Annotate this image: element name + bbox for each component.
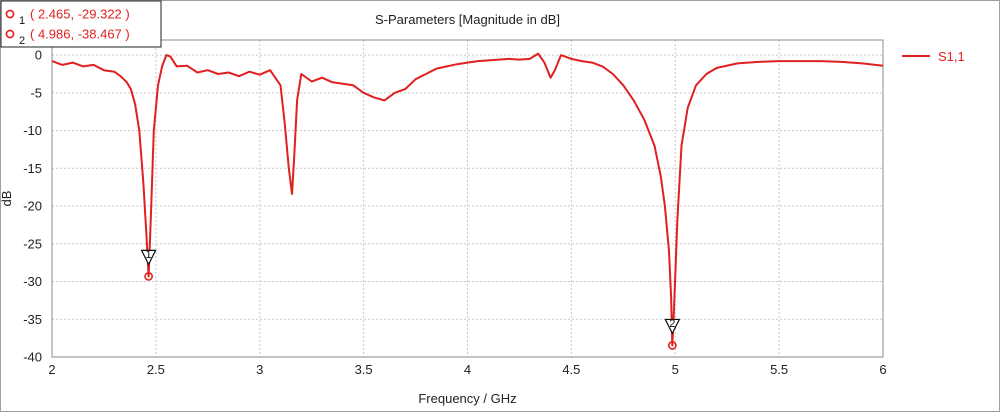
plot-area [51,39,884,358]
marker-point-2[interactable] [667,341,677,350]
legend[interactable]: S1,1 [902,49,965,64]
marker-number-1: 1 [146,249,152,261]
y-axis-label: dB [0,191,14,207]
marker-readout-box: 1 ( 2.465, -29.322 ) 2 ( 4.986, -38.467 ) [0,0,162,48]
x-tick-label: 4.5 [562,362,580,377]
legend-label-s11: S1,1 [938,49,965,64]
y-tick-label: -10 [23,123,42,138]
x-tick-label: 3 [256,362,263,377]
chart-title: S-Parameters [Magnitude in dB] [375,12,560,27]
x-tick-label: 5.5 [770,362,788,377]
axis-ticks: 2 2.5 3 3.5 4 4.5 5 5.5 6 0 -5 -10 -15 -20 -25 -30 -35 -4… [23,48,886,377]
marker-point-1[interactable] [144,272,154,281]
y-tick-label: -25 [23,236,42,251]
readout-value-1: ( 2.465, -29.322 ) [30,7,130,22]
x-axis-label: Frequency / GHz [418,391,516,406]
readout-marker-number-2: 2 [19,35,25,47]
grid [52,40,883,357]
readout-marker-number-1: 1 [19,15,25,27]
x-tick-label: 5 [672,362,679,377]
x-tick-label: 3.5 [355,362,373,377]
y-tick-label: -15 [23,161,42,176]
y-tick-label: -20 [23,199,42,214]
readout-marker-icon-1 [5,9,15,19]
y-tick-label: -40 [23,350,42,365]
marker-triangle-1[interactable] [140,249,157,266]
x-tick-label: 2.5 [147,362,165,377]
marker-number-2: 2 [669,318,675,330]
y-tick-label: -5 [30,85,42,100]
x-tick-label: 2 [48,362,55,377]
y-tick-label: -35 [23,312,42,327]
x-tick-label: 4 [464,362,471,377]
readout-marker-icon-2 [5,29,15,39]
y-tick-label: 0 [35,48,42,63]
markers-group: 12 [140,249,681,350]
x-tick-label: 6 [879,362,886,377]
y-tick-label: -30 [23,274,42,289]
marker-triangle-2[interactable] [664,318,681,335]
readout-value-2: ( 4.986, -38.467 ) [30,27,130,42]
